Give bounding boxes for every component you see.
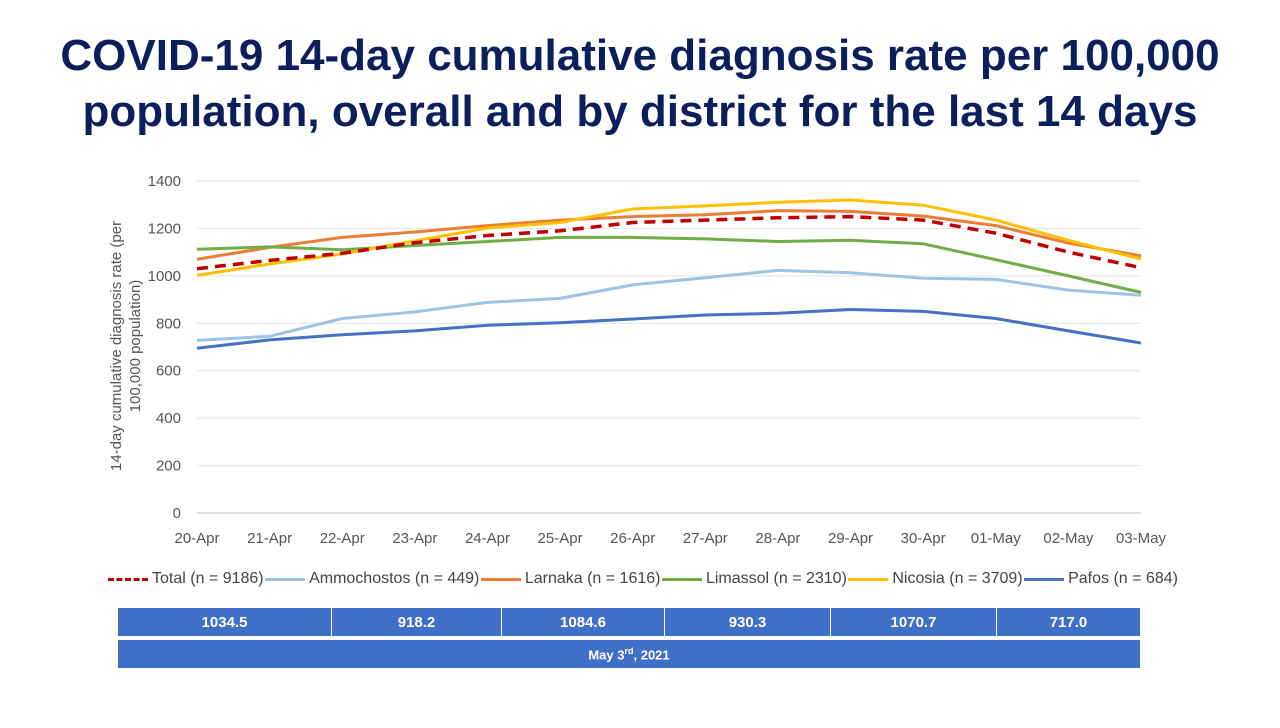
chart-title-line2: population, overall and by district for … bbox=[82, 87, 1198, 136]
summary-value-cell: 918.2 bbox=[332, 608, 502, 636]
legend-item: Nicosia (n = 3709) bbox=[848, 570, 1023, 588]
y-tick-label: 400 bbox=[156, 410, 181, 427]
y-tick-label: 600 bbox=[156, 363, 181, 380]
series-line-ammochostos bbox=[196, 268, 1142, 342]
summary-date-row: May 3rd, 2021 bbox=[118, 640, 1140, 668]
summary-values-row: 1034.5 918.2 1084.6 930.3 1070.7 717.0 bbox=[118, 608, 1140, 636]
y-axis-label-line2: 100,000 population) bbox=[127, 280, 144, 413]
legend-swatch bbox=[480, 577, 521, 581]
y-tick-label: 0 bbox=[173, 505, 181, 522]
summary-value-cell: 930.3 bbox=[665, 608, 831, 636]
series-line-limassol bbox=[196, 235, 1142, 294]
legend-label: Pafos (n = 684) bbox=[1068, 570, 1178, 587]
legend-item: Total (n = 9186) bbox=[108, 570, 264, 588]
x-tick-label: 20-Apr bbox=[174, 530, 219, 547]
chart-title: COVID-19 14-day cumulative diagnosis rat… bbox=[0, 28, 1280, 140]
series-lines bbox=[196, 198, 1142, 350]
legend-swatch bbox=[265, 577, 306, 581]
legend-swatch bbox=[661, 577, 702, 581]
legend-label: Larnaka (n = 1616) bbox=[524, 570, 661, 587]
x-tick-label: 21-Apr bbox=[247, 530, 292, 547]
y-axis-label-line1: 14-day cumulative diagnosis rate (per bbox=[108, 221, 125, 471]
series-line-larnaka bbox=[196, 209, 1142, 261]
legend-label: Nicosia (n = 3709) bbox=[892, 570, 1023, 587]
chart-title-line1: COVID-19 14-day cumulative diagnosis rat… bbox=[60, 31, 1220, 80]
summary-value-cell: 1084.6 bbox=[502, 608, 665, 636]
x-tick-label: 29-Apr bbox=[828, 530, 873, 547]
legend-item: Limassol (n = 2310) bbox=[661, 570, 847, 588]
legend-label: Ammochostos (n = 449) bbox=[309, 570, 480, 587]
legend-swatch bbox=[108, 577, 148, 581]
legend-swatch bbox=[848, 577, 889, 581]
x-tick-label: 01-May bbox=[971, 530, 1022, 547]
y-tick-label: 1400 bbox=[148, 173, 181, 190]
chart-legend: Total (n = 9186) Ammochostos (n = 449) Lar… bbox=[108, 570, 1178, 588]
y-axis-ticks: 0 200 400 600 800 1000 1200 1400 bbox=[148, 173, 181, 522]
line-chart: 0 200 400 600 800 1000 1200 1400 20-Apr 21-Apr 22… bbox=[108, 173, 1167, 547]
gridlines bbox=[197, 180, 1141, 514]
series-line-pafos bbox=[196, 308, 1142, 350]
y-tick-label: 800 bbox=[156, 315, 181, 332]
legend-label: Limassol (n = 2310) bbox=[705, 570, 847, 587]
legend-item: Larnaka (n = 1616) bbox=[480, 570, 661, 588]
x-axis-ticks: 20-Apr 21-Apr 22-Apr 23-Apr 24-Apr 25-Apr 26-A… bbox=[174, 530, 1166, 547]
x-tick-label: 26-Apr bbox=[610, 530, 655, 547]
x-tick-label: 28-Apr bbox=[755, 530, 800, 547]
x-tick-label: 25-Apr bbox=[538, 530, 583, 547]
y-tick-label: 1000 bbox=[148, 268, 181, 285]
legend-item: Pafos (n = 684) bbox=[1024, 570, 1178, 588]
series-line-nicosia bbox=[196, 198, 1142, 277]
x-tick-label: 30-Apr bbox=[901, 530, 946, 547]
y-tick-label: 1200 bbox=[148, 220, 181, 237]
summary-value-cell: 1070.7 bbox=[831, 608, 997, 636]
x-tick-label: 02-May bbox=[1043, 530, 1094, 547]
legend-swatch bbox=[1024, 577, 1065, 581]
x-tick-label: 24-Apr bbox=[465, 530, 510, 547]
legend-label: Total (n = 9186) bbox=[152, 570, 264, 587]
date-text: May 3rd, 2021 bbox=[588, 645, 670, 663]
series-line-total bbox=[196, 214, 1142, 271]
x-tick-label: 23-Apr bbox=[392, 530, 437, 547]
x-tick-label: 22-Apr bbox=[320, 530, 365, 547]
x-tick-label: 03-May bbox=[1116, 530, 1167, 547]
summary-value-cell: 717.0 bbox=[1049, 613, 1088, 631]
legend-item: Ammochostos (n = 449) bbox=[265, 570, 479, 588]
y-tick-label: 200 bbox=[156, 458, 181, 475]
x-tick-label: 27-Apr bbox=[683, 530, 728, 547]
summary-value-cell: 1034.5 bbox=[118, 608, 332, 636]
